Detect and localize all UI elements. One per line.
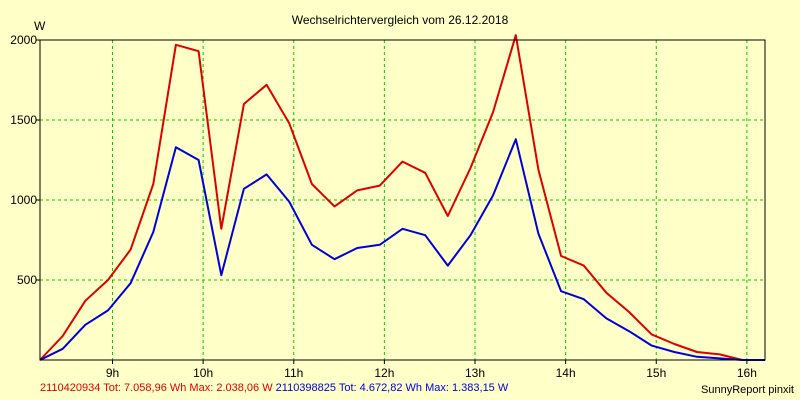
series-line-2 — [39, 138, 765, 361]
y-tick-label: 500 — [17, 273, 37, 287]
footer-legend: 2110420934 Tot: 7.058,96 Wh Max: 2.038,0… — [40, 382, 508, 394]
credit-text: SunnyReport pinxit — [701, 384, 794, 396]
legend-series-1: 2110420934 Tot: 7.058,96 Wh Max: 2.038,0… — [40, 382, 273, 394]
x-tick-label: 10h — [193, 366, 213, 380]
x-tick-label: 12h — [374, 366, 394, 380]
series-lines — [39, 34, 765, 361]
x-tick-label: 11h — [284, 366, 303, 380]
tick-labels: 500 1000 1500 2000 9h 10h 11h 12h 13h 14h 15h 16h — [10, 33, 757, 380]
plot-border — [39, 39, 766, 361]
y-axis-label: W — [34, 19, 46, 33]
y-tick-label: 2000 — [10, 33, 37, 47]
x-tick-label: 13h — [465, 366, 485, 380]
x-tick-label: 15h — [646, 366, 666, 380]
y-tick-label: 1000 — [10, 193, 37, 207]
series-line-1 — [39, 34, 765, 361]
legend-series-2: 2110398825 Tot: 4.672,82 Wh Max: 1.383,1… — [275, 382, 509, 394]
y-tick-label: 1500 — [10, 113, 37, 127]
x-tick-label: 14h — [556, 366, 576, 380]
x-tick-label: 16h — [737, 366, 757, 380]
x-tick-label: 9h — [106, 366, 119, 380]
chart-title: Wechselrichtervergleich vom 26.12.2018 — [292, 13, 509, 27]
